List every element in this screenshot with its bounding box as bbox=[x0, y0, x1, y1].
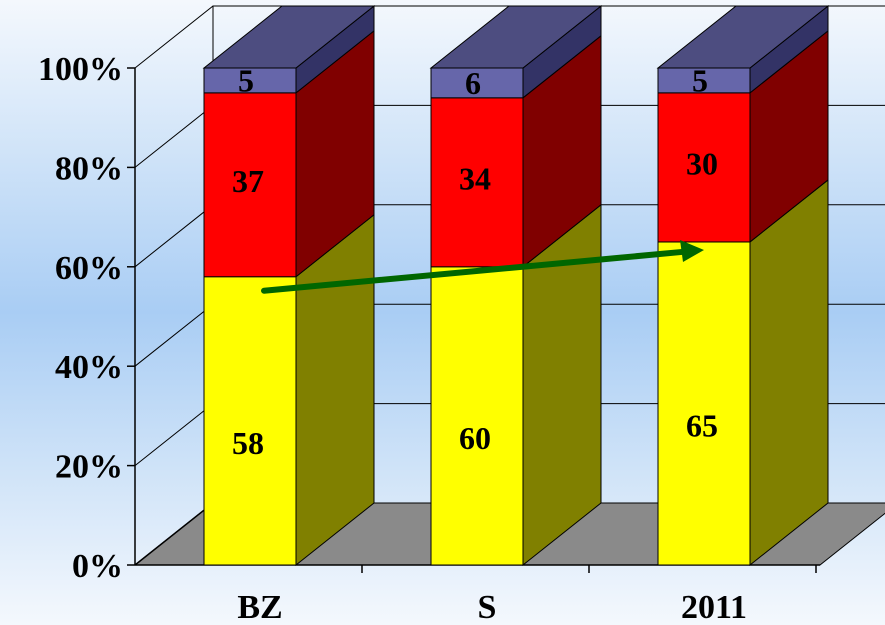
gridline bbox=[134, 5, 885, 69]
bar-segment bbox=[203, 92, 297, 278]
bar-top bbox=[429, 5, 603, 69]
bar-side bbox=[749, 178, 829, 567]
data-label: 30 bbox=[686, 145, 718, 181]
trend-arrow-head bbox=[680, 239, 704, 262]
trend-arrow-group bbox=[261, 239, 704, 294]
data-label: 34 bbox=[459, 160, 491, 196]
x-category-label: BZ bbox=[237, 589, 282, 625]
trend-arrow-line bbox=[261, 248, 685, 294]
y-axis-ticks: 0% 20% 40% 60% 80% 100% bbox=[38, 51, 135, 585]
bar-segment bbox=[203, 67, 297, 94]
y-tick-label: 80% bbox=[55, 150, 123, 187]
bar-top bbox=[656, 5, 830, 69]
bar-segment bbox=[430, 266, 524, 566]
bar-segment bbox=[430, 97, 524, 268]
bar-segment bbox=[657, 92, 751, 243]
x-category-label: 2011 bbox=[681, 589, 747, 625]
data-label: 65 bbox=[686, 407, 718, 443]
data-label: 5 bbox=[692, 62, 708, 98]
y-tick-label: 20% bbox=[55, 449, 123, 486]
data-label: 58 bbox=[232, 425, 264, 461]
data-label: 60 bbox=[459, 420, 491, 456]
y-tick-label: 60% bbox=[55, 250, 123, 287]
x-axis-categories: BZ S 2011 bbox=[237, 565, 817, 625]
bar-top bbox=[202, 5, 376, 69]
bar-segment bbox=[203, 276, 297, 566]
data-labels: 58 37 5 60 34 6 65 30 5 bbox=[232, 62, 718, 460]
y-tick-label: 0% bbox=[72, 548, 123, 585]
data-label: 5 bbox=[238, 62, 254, 98]
x-category-label: S bbox=[478, 589, 497, 625]
y-tick-label: 40% bbox=[55, 349, 123, 386]
bar-segment bbox=[657, 67, 751, 94]
data-label: 37 bbox=[232, 163, 264, 199]
y-tick-label: 100% bbox=[38, 51, 123, 88]
bar-segment bbox=[430, 67, 524, 99]
bars bbox=[202, 4, 830, 567]
floor-edge bbox=[134, 502, 214, 566]
bar-segment bbox=[657, 241, 751, 566]
data-label: 6 bbox=[465, 65, 481, 101]
